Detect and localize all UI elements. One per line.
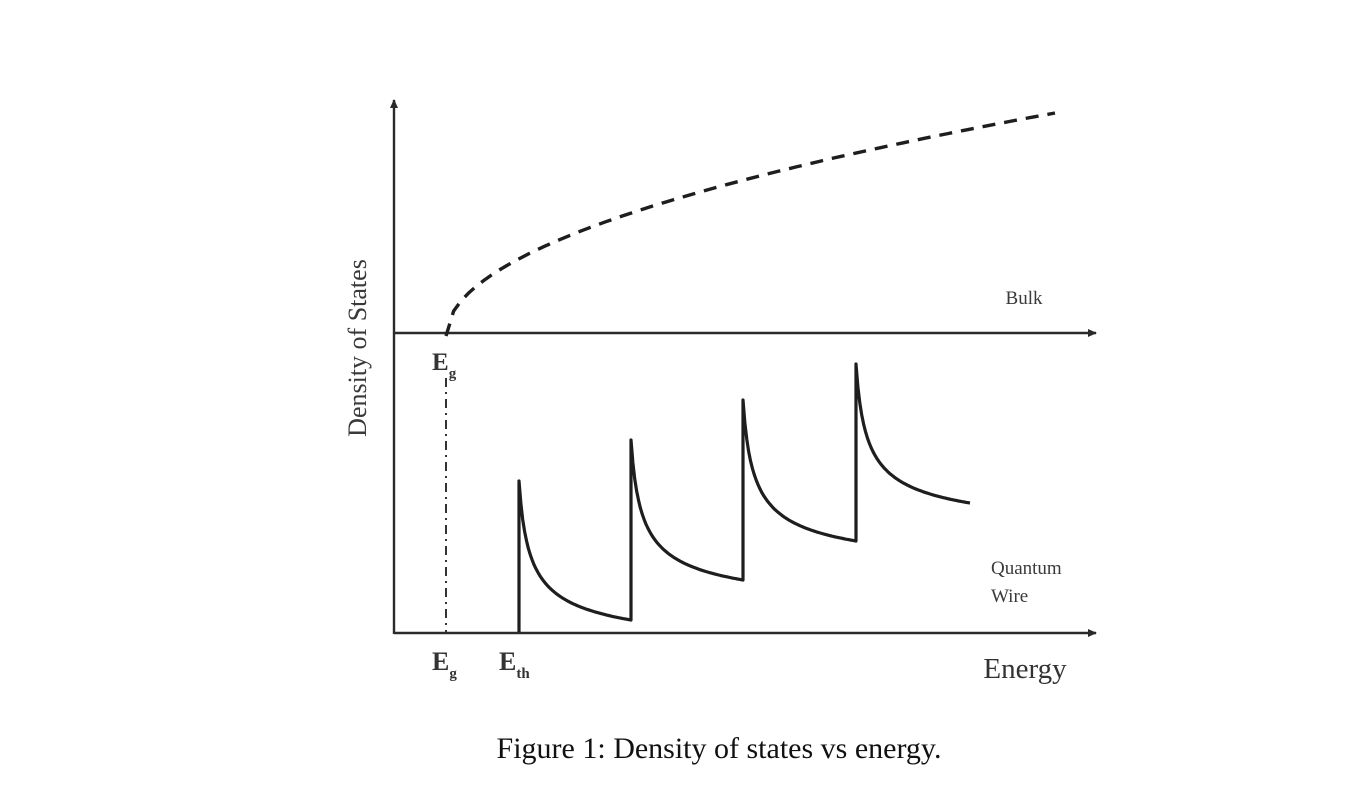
lower-band-gap-label: Eg — [432, 647, 457, 682]
threshold-energy-subscript: th — [516, 666, 530, 682]
x-axis-label: Energy — [983, 653, 1067, 685]
upper-band-gap-symbol: E — [432, 349, 449, 376]
quantum-wire-dos-curve — [517, 362, 971, 632]
lower-band-gap-subscript: g — [449, 666, 457, 682]
lower-band-gap-symbol: E — [432, 647, 449, 676]
quantum-wire-label-line1: Quantum — [991, 558, 1062, 579]
threshold-energy-symbol: E — [499, 647, 516, 676]
threshold-energy-label: Eth — [499, 647, 530, 682]
y-axis-label: Density of States — [343, 259, 372, 437]
quantum-wire-label-line2: Wire — [991, 586, 1028, 607]
upper-band-gap-subscript: g — [449, 366, 457, 382]
figure-caption: Figure 1: Density of states vs energy. — [496, 732, 942, 765]
bulk-label: Bulk — [1006, 288, 1043, 309]
bulk-dos-curve — [444, 111, 1056, 337]
upper-band-gap-label: Eg — [432, 349, 457, 382]
